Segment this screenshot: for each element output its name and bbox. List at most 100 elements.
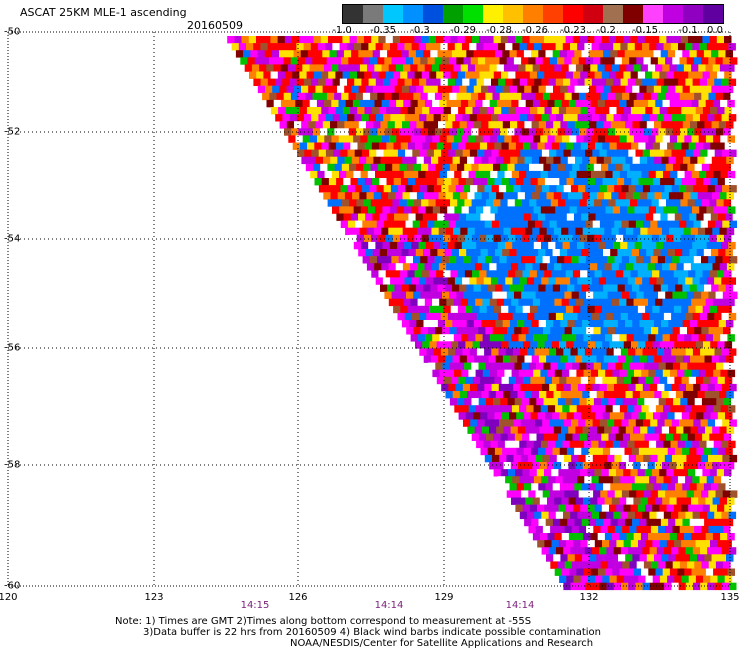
swath-cell [413, 291, 421, 299]
swath-cell [388, 227, 396, 236]
swath-cell [536, 398, 544, 406]
swath-cell [604, 426, 612, 434]
swath-cell [635, 114, 643, 122]
swath-cell [327, 128, 335, 136]
swath-cell [653, 320, 662, 328]
swath-cell [421, 199, 429, 207]
swath-cell [401, 213, 409, 221]
swath-cell [695, 504, 703, 512]
swath-cell [584, 277, 592, 285]
swath-cell [669, 462, 677, 470]
swath-cell [478, 327, 486, 335]
swath-cell [562, 277, 571, 285]
swath-cell [331, 170, 340, 179]
swath-cell [600, 454, 608, 463]
swath-cell [549, 149, 557, 157]
swath-cell [612, 298, 620, 307]
swath-cell [572, 433, 580, 441]
swath-cell [633, 227, 641, 236]
swath-cell [574, 85, 583, 94]
swath-cell [652, 178, 661, 186]
swath-cell [538, 249, 546, 257]
swath-cell [590, 334, 599, 342]
swath-cell [401, 284, 410, 292]
swath-cell [513, 220, 521, 228]
swath-cell [318, 78, 326, 86]
swath-cell [406, 291, 414, 299]
swath-cell [690, 121, 698, 129]
swath-cell [364, 142, 373, 150]
swath-cell [594, 540, 603, 548]
swath-cell [620, 241, 628, 250]
swath-cell [464, 36, 473, 44]
swath-cell [516, 178, 524, 186]
swath-cell [357, 178, 366, 186]
swath-cell [661, 121, 669, 129]
swath-cell [581, 483, 589, 491]
swath-cell [537, 71, 545, 79]
swath-cell [339, 206, 347, 214]
swath-cell [593, 327, 601, 335]
swath-cell [713, 241, 722, 250]
swath-cell [509, 50, 517, 58]
swath-cell [596, 320, 604, 328]
swath-cell [720, 369, 728, 378]
swath-cell [557, 128, 566, 136]
swath-cell [488, 320, 496, 328]
colorbar-swatch [643, 5, 664, 23]
swath-cell [556, 383, 564, 392]
swath-cell [601, 433, 609, 441]
swath-cell [633, 135, 642, 143]
colorbar-label: -0.23 [560, 25, 586, 36]
swath-cell [659, 341, 668, 349]
swath-cell [567, 284, 575, 292]
swath-cell [522, 107, 531, 115]
swath-cell [480, 213, 488, 221]
swath-cell [455, 78, 463, 86]
swath-cell [639, 320, 647, 328]
swath-cell [349, 71, 358, 79]
swath-cell [545, 50, 553, 58]
swath-cell [584, 206, 592, 214]
swath-cell [482, 64, 490, 72]
swath-cell [671, 419, 680, 427]
swath-cell [461, 241, 470, 250]
swath-cell [558, 36, 566, 44]
swath-cell [714, 582, 723, 591]
swath-cell [481, 156, 489, 165]
swath-cell [487, 447, 496, 456]
swath-cell [347, 114, 355, 122]
swath-cell [582, 121, 590, 129]
swath-cell [345, 135, 354, 143]
swath-cell [569, 334, 577, 342]
swath-cell [458, 376, 466, 385]
swath-cell [447, 241, 455, 250]
swath-cell [597, 298, 606, 307]
swath-cell [537, 142, 545, 150]
swath-cell [648, 135, 656, 143]
swath-cell [618, 554, 626, 562]
swath-cell [471, 362, 479, 370]
swath-cell [353, 135, 361, 143]
swath-cell [318, 114, 326, 122]
swath-cell [448, 185, 456, 193]
swath-cell [553, 121, 561, 129]
swath-cell [621, 220, 629, 228]
swath-cell [538, 121, 547, 129]
swath-cell [691, 568, 699, 576]
swath-cell [595, 142, 603, 150]
swath-cell [566, 575, 574, 583]
swath-cell [504, 440, 513, 449]
swath-cell [565, 469, 574, 477]
swath-cell [523, 142, 531, 150]
swath-cell [688, 305, 696, 314]
swath-cell [727, 135, 735, 143]
swath-cell [286, 121, 295, 129]
swath-cell [588, 213, 596, 221]
swath-cell [550, 291, 558, 299]
swath-cell [508, 107, 516, 115]
swath-cell [628, 114, 636, 122]
swath-cell [470, 419, 478, 427]
swath-cell [577, 476, 585, 484]
swath-cell [611, 391, 619, 399]
